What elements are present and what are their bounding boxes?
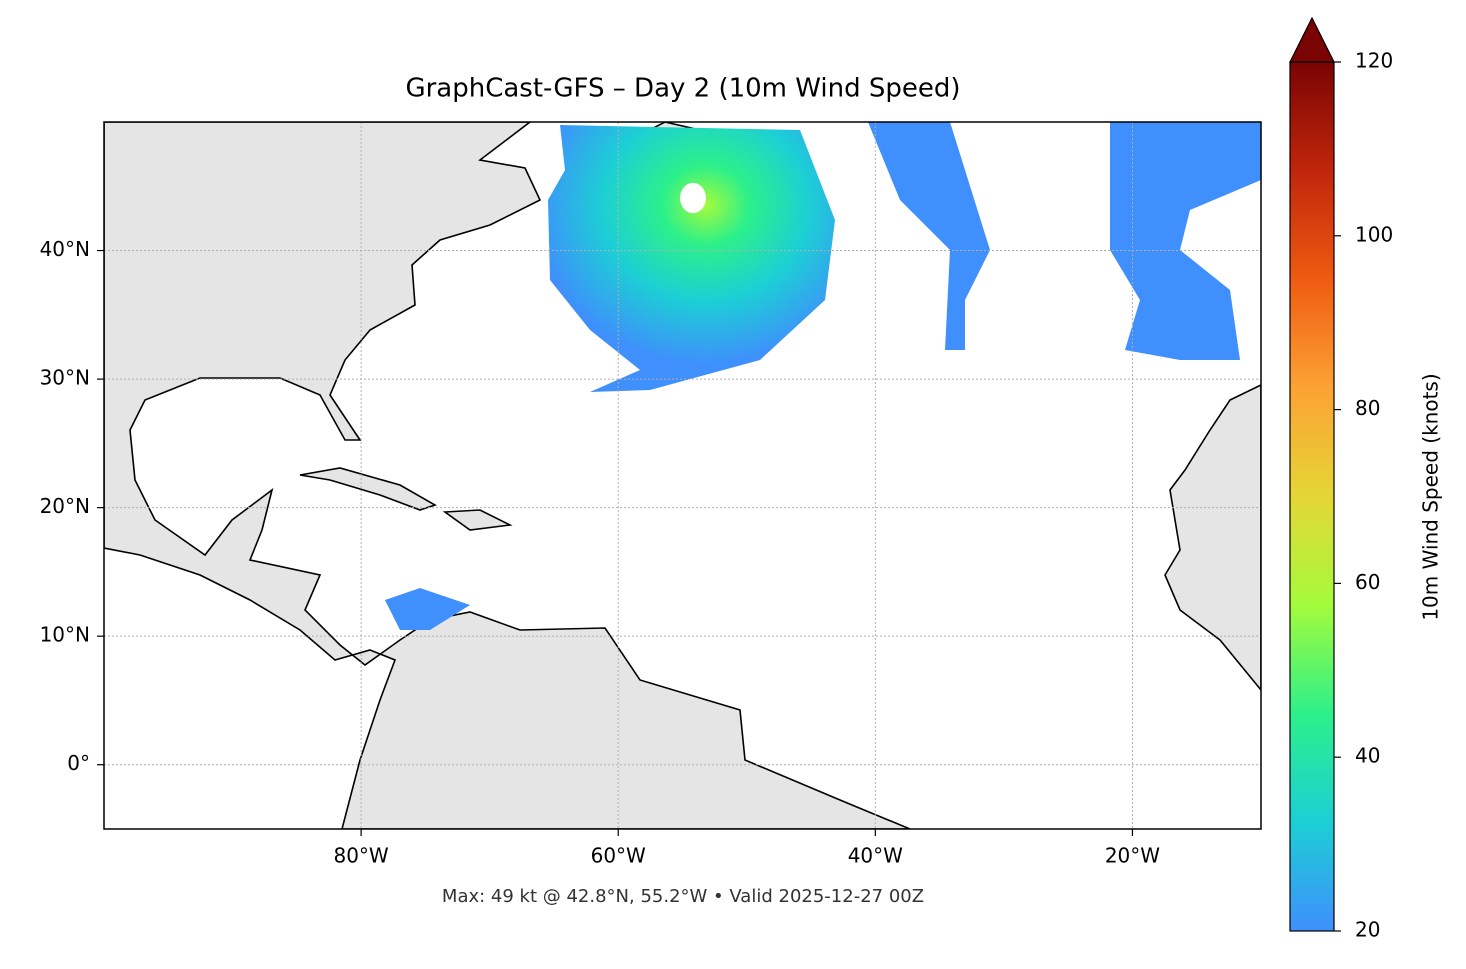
colorbar-tick-label: 40: [1355, 744, 1380, 768]
y-tick-label: 40°N: [40, 237, 90, 261]
colorbar-tick-label: 120: [1355, 49, 1393, 73]
wind-swath: [548, 125, 835, 392]
americas: [104, 122, 911, 829]
y-tick-label: 10°N: [40, 623, 90, 647]
colorbar-tick-label: 60: [1355, 570, 1380, 594]
wind-swath: [385, 588, 470, 630]
x-tick-label: 20°W: [1105, 844, 1160, 868]
cuba: [299, 467, 437, 511]
y-tick-label: 0°: [67, 751, 90, 775]
grid: [104, 122, 1261, 829]
y-tick-label: 30°N: [40, 366, 90, 390]
x-tick-label: 40°W: [848, 844, 903, 868]
colorbar-extend: [1289, 16, 1335, 63]
footer: Max: 49 kt @ 42.8°N, 55.2°W • Valid 2025…: [442, 886, 924, 907]
colorbar-tick-label: 100: [1355, 222, 1393, 246]
hispaniola: [442, 509, 513, 531]
africa: [1164, 384, 1261, 692]
colorbar-body: [1289, 61, 1335, 932]
x-tick-label: 80°W: [333, 844, 388, 868]
colorbar-tick-label: 80: [1355, 396, 1380, 420]
map-frame: [103, 121, 1262, 830]
map: [104, 122, 1261, 829]
colorbar-tick-label: 20: [1355, 918, 1380, 942]
x-tick-label: 60°W: [591, 844, 646, 868]
wind-swath: [1110, 122, 1261, 360]
colorbar-label: 10m Wind Speed (knots): [1419, 373, 1443, 620]
chart-title: GraphCast-GFS – Day 2 (10m Wind Speed): [405, 74, 960, 104]
colorbar: 10m Wind Speed (knots) 20 40 60 80 100 120: [1289, 16, 1443, 942]
wind-swath: [868, 122, 990, 350]
y-tick-label: 20°N: [40, 494, 90, 518]
